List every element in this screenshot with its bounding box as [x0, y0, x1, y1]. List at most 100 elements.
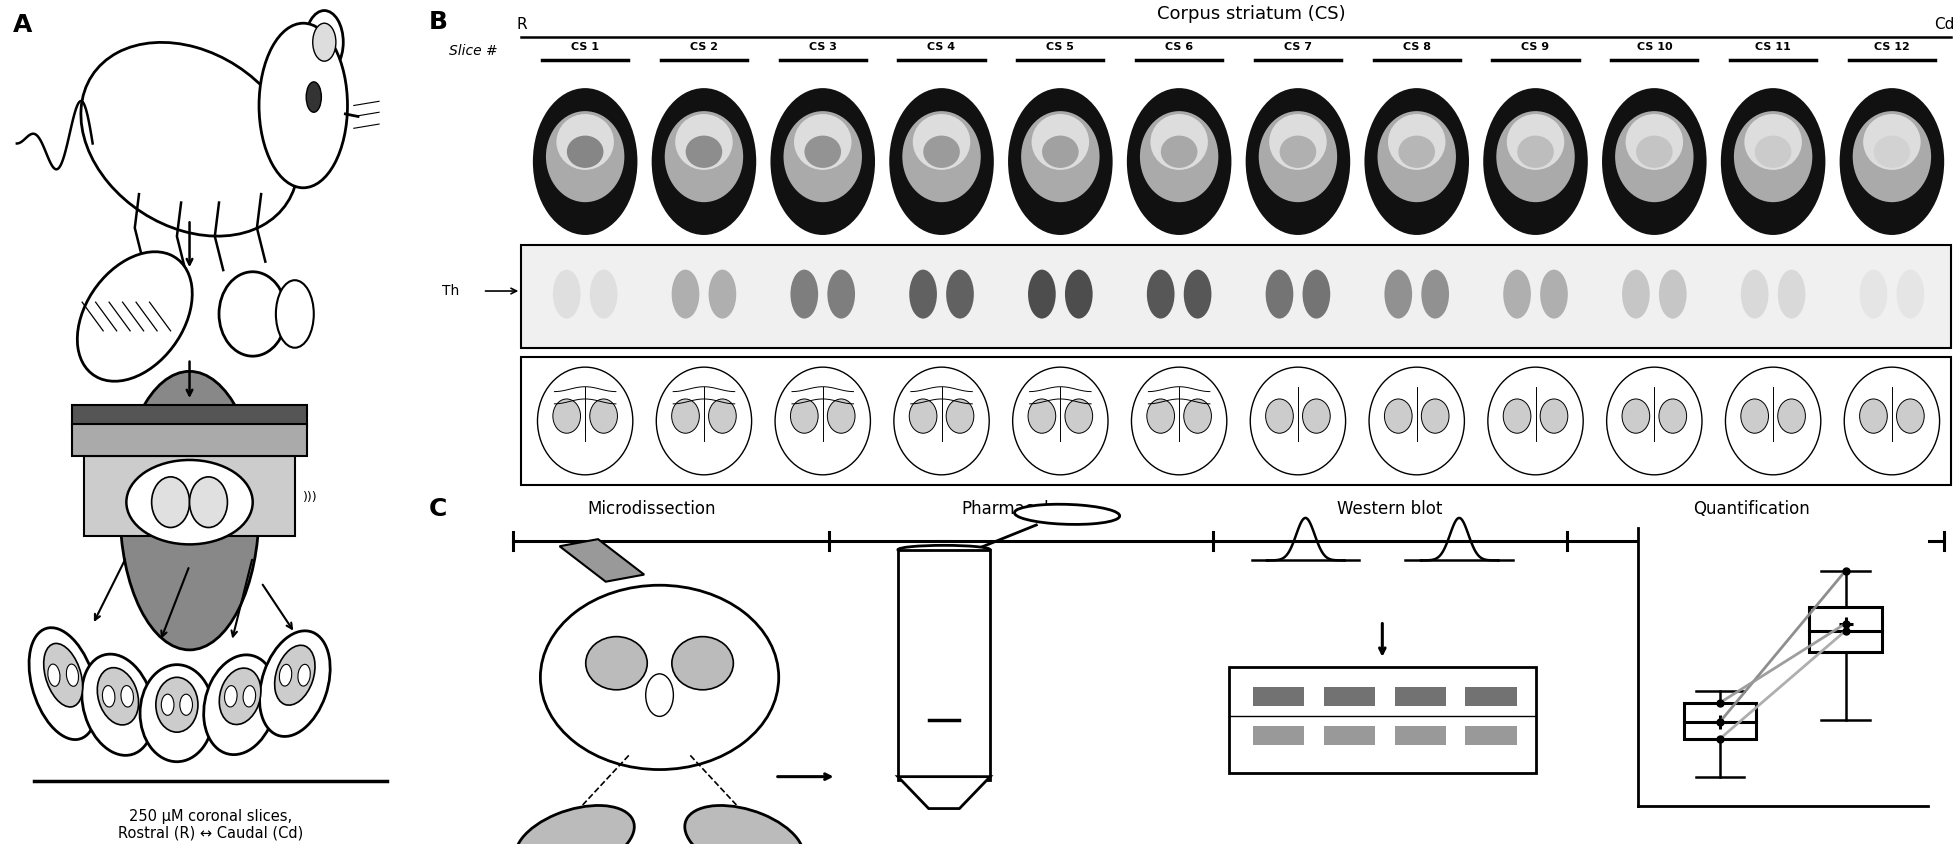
Ellipse shape	[259, 630, 331, 737]
Ellipse shape	[1422, 399, 1450, 433]
Ellipse shape	[903, 111, 981, 203]
Ellipse shape	[1146, 269, 1175, 318]
Ellipse shape	[1859, 399, 1887, 433]
Ellipse shape	[139, 665, 214, 761]
Bar	[72, 405, 308, 426]
Bar	[1254, 687, 1305, 706]
Ellipse shape	[1602, 88, 1706, 235]
Ellipse shape	[76, 252, 192, 381]
Ellipse shape	[566, 136, 603, 168]
Ellipse shape	[1066, 269, 1093, 318]
Ellipse shape	[1066, 399, 1093, 433]
Ellipse shape	[1873, 136, 1910, 168]
Ellipse shape	[770, 88, 876, 235]
Text: CS 5: CS 5	[1046, 41, 1074, 51]
Ellipse shape	[946, 269, 974, 318]
Text: C: C	[429, 496, 447, 521]
Ellipse shape	[1483, 88, 1589, 235]
Ellipse shape	[151, 477, 190, 528]
Ellipse shape	[656, 367, 752, 475]
Ellipse shape	[1755, 136, 1791, 168]
Ellipse shape	[1183, 399, 1211, 433]
Ellipse shape	[672, 399, 699, 433]
Ellipse shape	[537, 367, 633, 475]
Ellipse shape	[590, 269, 617, 318]
Ellipse shape	[43, 643, 82, 707]
Text: R: R	[517, 17, 527, 32]
Ellipse shape	[276, 280, 313, 348]
Ellipse shape	[1622, 399, 1649, 433]
Ellipse shape	[1246, 88, 1350, 235]
Ellipse shape	[1742, 399, 1769, 433]
Ellipse shape	[1636, 136, 1673, 168]
Ellipse shape	[1896, 399, 1924, 433]
Ellipse shape	[1540, 269, 1567, 318]
Ellipse shape	[646, 674, 674, 717]
Text: B: B	[429, 10, 449, 34]
Ellipse shape	[709, 399, 737, 433]
Polygon shape	[897, 776, 989, 809]
Ellipse shape	[923, 136, 960, 168]
Ellipse shape	[125, 460, 253, 544]
Text: Cd: Cd	[1934, 17, 1955, 32]
Bar	[72, 424, 308, 456]
Ellipse shape	[1742, 269, 1769, 318]
Ellipse shape	[827, 269, 854, 318]
Text: CS 3: CS 3	[809, 41, 836, 51]
Ellipse shape	[1266, 399, 1293, 433]
Ellipse shape	[102, 685, 116, 707]
Ellipse shape	[547, 111, 625, 203]
Bar	[84, 456, 294, 536]
Ellipse shape	[1777, 269, 1806, 318]
Ellipse shape	[306, 10, 343, 73]
Ellipse shape	[1863, 114, 1920, 170]
Bar	[1254, 727, 1305, 745]
Ellipse shape	[1626, 114, 1683, 170]
Ellipse shape	[1506, 114, 1565, 170]
Ellipse shape	[180, 694, 192, 715]
Text: CS 1: CS 1	[572, 41, 599, 51]
Ellipse shape	[1279, 136, 1316, 168]
Ellipse shape	[709, 269, 737, 318]
Ellipse shape	[1734, 111, 1812, 203]
Ellipse shape	[552, 399, 580, 433]
Ellipse shape	[805, 136, 840, 168]
Text: Corpus striatum (CS): Corpus striatum (CS)	[1158, 5, 1346, 23]
Ellipse shape	[1260, 111, 1338, 203]
Text: 250 μM coronal slices,
Rostral (R) ↔ Caudal (Cd): 250 μM coronal slices, Rostral (R) ↔ Cau…	[118, 809, 304, 841]
Bar	[1395, 727, 1446, 745]
Ellipse shape	[1303, 269, 1330, 318]
Ellipse shape	[1266, 269, 1293, 318]
Ellipse shape	[1132, 367, 1226, 475]
Ellipse shape	[515, 805, 635, 844]
Bar	[1228, 667, 1536, 773]
Ellipse shape	[1843, 367, 1939, 475]
Ellipse shape	[313, 23, 335, 62]
Ellipse shape	[219, 668, 261, 724]
Ellipse shape	[533, 88, 637, 235]
Ellipse shape	[259, 23, 347, 187]
Ellipse shape	[157, 677, 198, 732]
Bar	[1324, 727, 1375, 745]
Ellipse shape	[946, 399, 974, 433]
Ellipse shape	[664, 111, 742, 203]
Text: CS 11: CS 11	[1755, 41, 1791, 51]
Text: CS 10: CS 10	[1636, 41, 1673, 51]
Text: Slice #: Slice #	[449, 45, 498, 58]
Ellipse shape	[909, 269, 936, 318]
Ellipse shape	[1385, 269, 1412, 318]
Text: CS 12: CS 12	[1875, 41, 1910, 51]
Ellipse shape	[47, 664, 61, 686]
Ellipse shape	[298, 664, 310, 686]
Ellipse shape	[190, 477, 227, 528]
Ellipse shape	[1896, 269, 1924, 318]
Ellipse shape	[590, 399, 617, 433]
Ellipse shape	[556, 114, 613, 170]
Text: CS 2: CS 2	[690, 41, 717, 51]
Bar	[521, 357, 1951, 484]
Ellipse shape	[1015, 504, 1121, 524]
Ellipse shape	[121, 685, 133, 707]
Ellipse shape	[1659, 269, 1687, 318]
Ellipse shape	[1303, 399, 1330, 433]
Ellipse shape	[827, 399, 854, 433]
